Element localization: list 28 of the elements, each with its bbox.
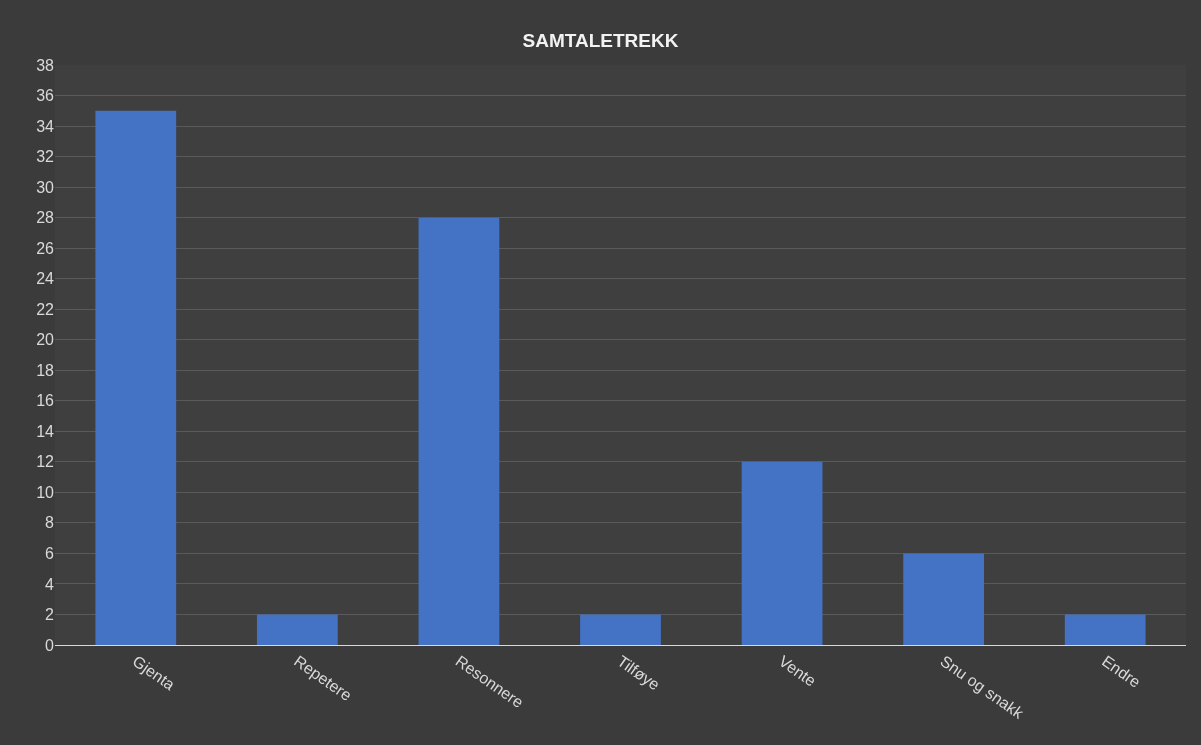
y-tick-label: 18 xyxy=(36,361,55,379)
y-tick-label: 26 xyxy=(36,239,55,257)
bar xyxy=(418,217,500,645)
y-tick-label: 30 xyxy=(36,178,55,196)
y-tick-label: 38 xyxy=(36,56,55,74)
y-tick-label: 14 xyxy=(36,422,55,440)
bar xyxy=(741,461,823,645)
bar xyxy=(256,614,338,645)
y-tick-label: 12 xyxy=(36,453,55,471)
y-tick-label: 4 xyxy=(45,575,55,593)
y-tick-label: 24 xyxy=(36,270,55,288)
chart-title: SAMTALETREKK xyxy=(522,29,679,51)
y-tick-label: 16 xyxy=(36,392,55,410)
y-tick-label: 22 xyxy=(36,300,55,318)
y-tick-label: 34 xyxy=(36,117,55,135)
y-tick-label: 28 xyxy=(36,209,55,227)
bar xyxy=(95,110,177,645)
y-tick-label: 2 xyxy=(45,606,55,624)
y-tick-label: 6 xyxy=(45,545,55,563)
bar xyxy=(580,614,661,645)
y-tick-label: 8 xyxy=(45,514,55,532)
y-tick-label: 10 xyxy=(36,483,55,501)
y-tick-label: 20 xyxy=(36,331,55,349)
y-tick-label: 0 xyxy=(45,636,55,654)
y-tick-label: 32 xyxy=(36,148,55,166)
bar xyxy=(1064,614,1146,645)
y-tick-label: 36 xyxy=(36,87,55,105)
bar xyxy=(903,553,985,645)
